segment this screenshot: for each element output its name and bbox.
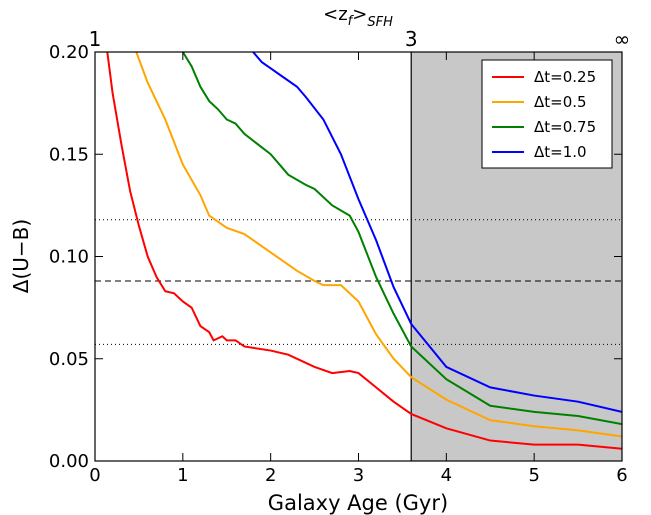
label-part: SFH bbox=[367, 15, 393, 30]
x-tick-label: 1 bbox=[177, 465, 188, 486]
legend-label: Δt=1.0 bbox=[534, 143, 587, 161]
line-series bbox=[252, 52, 622, 413]
x-tick-label: 0 bbox=[89, 465, 100, 486]
legend-label: Δt=0.5 bbox=[534, 93, 587, 111]
y-tick-label: 0.05 bbox=[49, 349, 89, 370]
y-tick-label: 0.15 bbox=[49, 144, 89, 165]
top-tick-label: ∞ bbox=[614, 27, 631, 51]
line-series bbox=[106, 52, 622, 450]
x-tick-label: 6 bbox=[616, 465, 627, 486]
top-axis-label: <zf>SFH bbox=[323, 4, 393, 30]
line-series bbox=[181, 52, 622, 426]
y-tick-label: 0.00 bbox=[49, 451, 89, 472]
y-tick-label: 0.10 bbox=[49, 247, 89, 268]
legend-box bbox=[481, 59, 613, 169]
x-tick-label: 4 bbox=[441, 465, 452, 486]
x-tick-label: 3 bbox=[353, 465, 364, 486]
line-series bbox=[135, 52, 622, 438]
y-tick-label: 0.20 bbox=[49, 42, 89, 63]
x-tick-label: 2 bbox=[265, 465, 276, 486]
label-part: > bbox=[352, 4, 367, 25]
top-tick-label: 3 bbox=[405, 27, 418, 51]
label-part: <z bbox=[323, 4, 348, 25]
y-axis-label: Δ(U−B) bbox=[9, 219, 33, 293]
legend-label: Δt=0.25 bbox=[534, 68, 596, 86]
x-axis-label: Galaxy Age (Gyr) bbox=[268, 491, 448, 515]
label-part: f bbox=[348, 14, 355, 29]
legend-label: Δt=0.75 bbox=[534, 118, 596, 136]
top-tick-label: 1 bbox=[89, 27, 102, 51]
x-tick-label: 5 bbox=[528, 465, 539, 486]
